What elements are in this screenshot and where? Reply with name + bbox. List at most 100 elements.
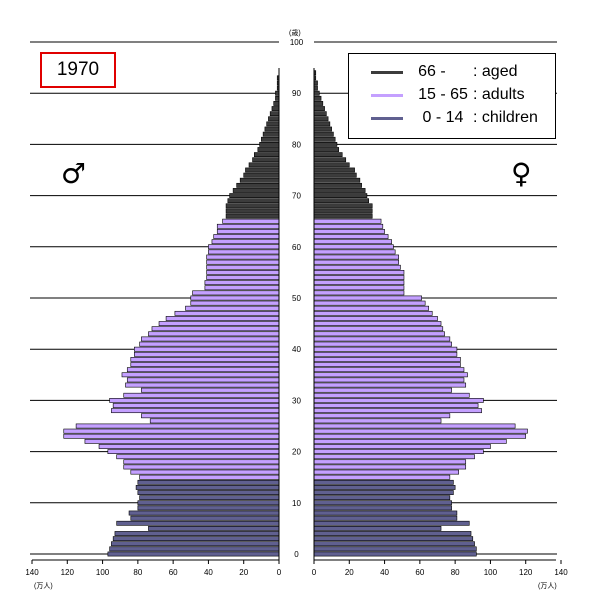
- female-bar-age-71: [313, 188, 366, 193]
- male-bar-age-64: [216, 223, 280, 229]
- female-bar-age-59: [313, 249, 396, 255]
- age-tick-label: 50: [292, 294, 301, 303]
- female-bar-age-70: [313, 193, 368, 198]
- male-bar-age-16: [130, 469, 280, 475]
- female-bar-age-37: [313, 362, 461, 367]
- female-bar-age-24: [313, 428, 528, 434]
- female-bar-age-64: [313, 223, 384, 229]
- male-population-unit: (万人): [34, 583, 53, 590]
- female-bar-age-63: [313, 229, 385, 234]
- female-bar-age-12: [313, 490, 454, 495]
- male-bar-age-56: [206, 264, 280, 270]
- female-bar-age-40: [313, 346, 458, 352]
- male-bar-age-63: [216, 229, 280, 234]
- male-bar-age-22: [84, 438, 280, 444]
- age-tick-label: 40: [292, 345, 301, 354]
- male-x-tick-label: 0: [277, 568, 282, 577]
- female-symbol-icon: ♀: [511, 157, 532, 190]
- male-bar-age-15: [139, 474, 280, 480]
- female-bar-age-21: [313, 444, 491, 449]
- female-bar-age-88: [313, 101, 324, 106]
- male-x-tick-label: 60: [169, 568, 178, 577]
- male-bar-age-70: [229, 193, 280, 198]
- male-bar-age-33: [125, 382, 280, 388]
- female-bar-age-13: [313, 485, 456, 490]
- male-bar-age-53: [204, 280, 280, 286]
- female-bar-age-26: [313, 418, 442, 424]
- female-bar-age-33: [313, 382, 467, 388]
- female-bar-age-83: [313, 126, 332, 132]
- male-bar-age-24: [63, 428, 280, 434]
- age-tick-label: 10: [292, 499, 301, 508]
- male-bar-age-47: [174, 310, 280, 316]
- age-tick-label: 60: [292, 243, 301, 252]
- male-bar-age-68: [225, 203, 280, 209]
- male-bar-age-13: [135, 485, 280, 490]
- female-bar-age-36: [313, 367, 465, 373]
- female-bar-age-22: [313, 438, 507, 444]
- female-bar-age-69: [313, 198, 369, 204]
- female-bar-age-25: [313, 423, 516, 429]
- female-population-unit: (万人): [538, 583, 557, 590]
- male-bar-age-0: [107, 551, 280, 557]
- male-bar-age-7: [130, 515, 280, 521]
- female-bar-age-89: [313, 95, 322, 101]
- age-tick-label: 100: [290, 38, 304, 47]
- male-bar-age-28: [111, 408, 280, 414]
- male-bar-age-65: [222, 218, 280, 224]
- female-bar-age-0: [313, 551, 477, 557]
- male-bar-age-37: [130, 362, 280, 367]
- female-bar-age-28: [313, 408, 482, 414]
- female-bar-age-85: [313, 116, 329, 122]
- female-bar-age-82: [313, 131, 334, 137]
- female-bar-age-31: [313, 392, 470, 398]
- female-bar-age-55: [313, 269, 405, 275]
- female-bar-age-65: [313, 218, 382, 224]
- female-bar-age-17: [313, 464, 467, 470]
- male-bar-age-60: [208, 244, 280, 250]
- female-bar-age-57: [313, 259, 399, 265]
- female-bar-age-87: [313, 106, 325, 111]
- male-bar-age-62: [213, 234, 280, 239]
- male-bar-age-14: [137, 479, 280, 485]
- female-bar-age-60: [313, 244, 394, 250]
- male-bar-age-42: [141, 336, 280, 342]
- male-bar-age-52: [204, 285, 280, 291]
- female-bar-age-66: [313, 213, 373, 219]
- female-bar-age-67: [313, 208, 373, 214]
- legend-group-name: : adults: [473, 86, 525, 103]
- male-bar-age-82: [262, 131, 280, 137]
- legend-swatch-aged: [371, 71, 403, 74]
- legend-item-aged: 66 - : aged: [349, 62, 555, 82]
- male-bar-age-80: [259, 142, 280, 147]
- male-bar-age-10: [137, 500, 280, 506]
- male-bar-age-84: [266, 121, 280, 127]
- female-bar-age-5: [313, 525, 442, 531]
- male-bar-age-41: [139, 341, 280, 347]
- male-bar-age-29: [112, 403, 280, 408]
- age-tick-label: 70: [292, 192, 301, 201]
- female-bar-age-46: [313, 316, 438, 321]
- male-bar-age-78: [254, 152, 280, 158]
- male-bar-age-57: [206, 259, 280, 265]
- female-x-tick-label: 60: [415, 568, 424, 577]
- female-bar-age-77: [313, 157, 347, 163]
- female-bar-age-90: [313, 90, 320, 96]
- female-bar-age-39: [313, 351, 458, 357]
- legend-age-range: 15 - 65: [418, 86, 468, 103]
- female-bar-age-15: [313, 474, 451, 480]
- male-bar-age-88: [273, 101, 280, 106]
- female-bar-age-3: [313, 536, 474, 542]
- female-bar-age-14: [313, 479, 454, 485]
- male-bar-age-23: [63, 433, 280, 439]
- male-x-tick-label: 100: [96, 568, 110, 577]
- female-x-tick-label: 140: [554, 568, 568, 577]
- male-bar-age-81: [261, 136, 280, 142]
- male-bar-age-71: [232, 188, 280, 193]
- male-bar-age-44: [151, 326, 280, 332]
- male-x-tick-label: 140: [25, 568, 39, 577]
- female-bar-age-47: [313, 310, 433, 316]
- female-x-tick-label: 100: [484, 568, 498, 577]
- female-bar-age-54: [313, 275, 405, 280]
- female-bar-age-51: [313, 290, 405, 296]
